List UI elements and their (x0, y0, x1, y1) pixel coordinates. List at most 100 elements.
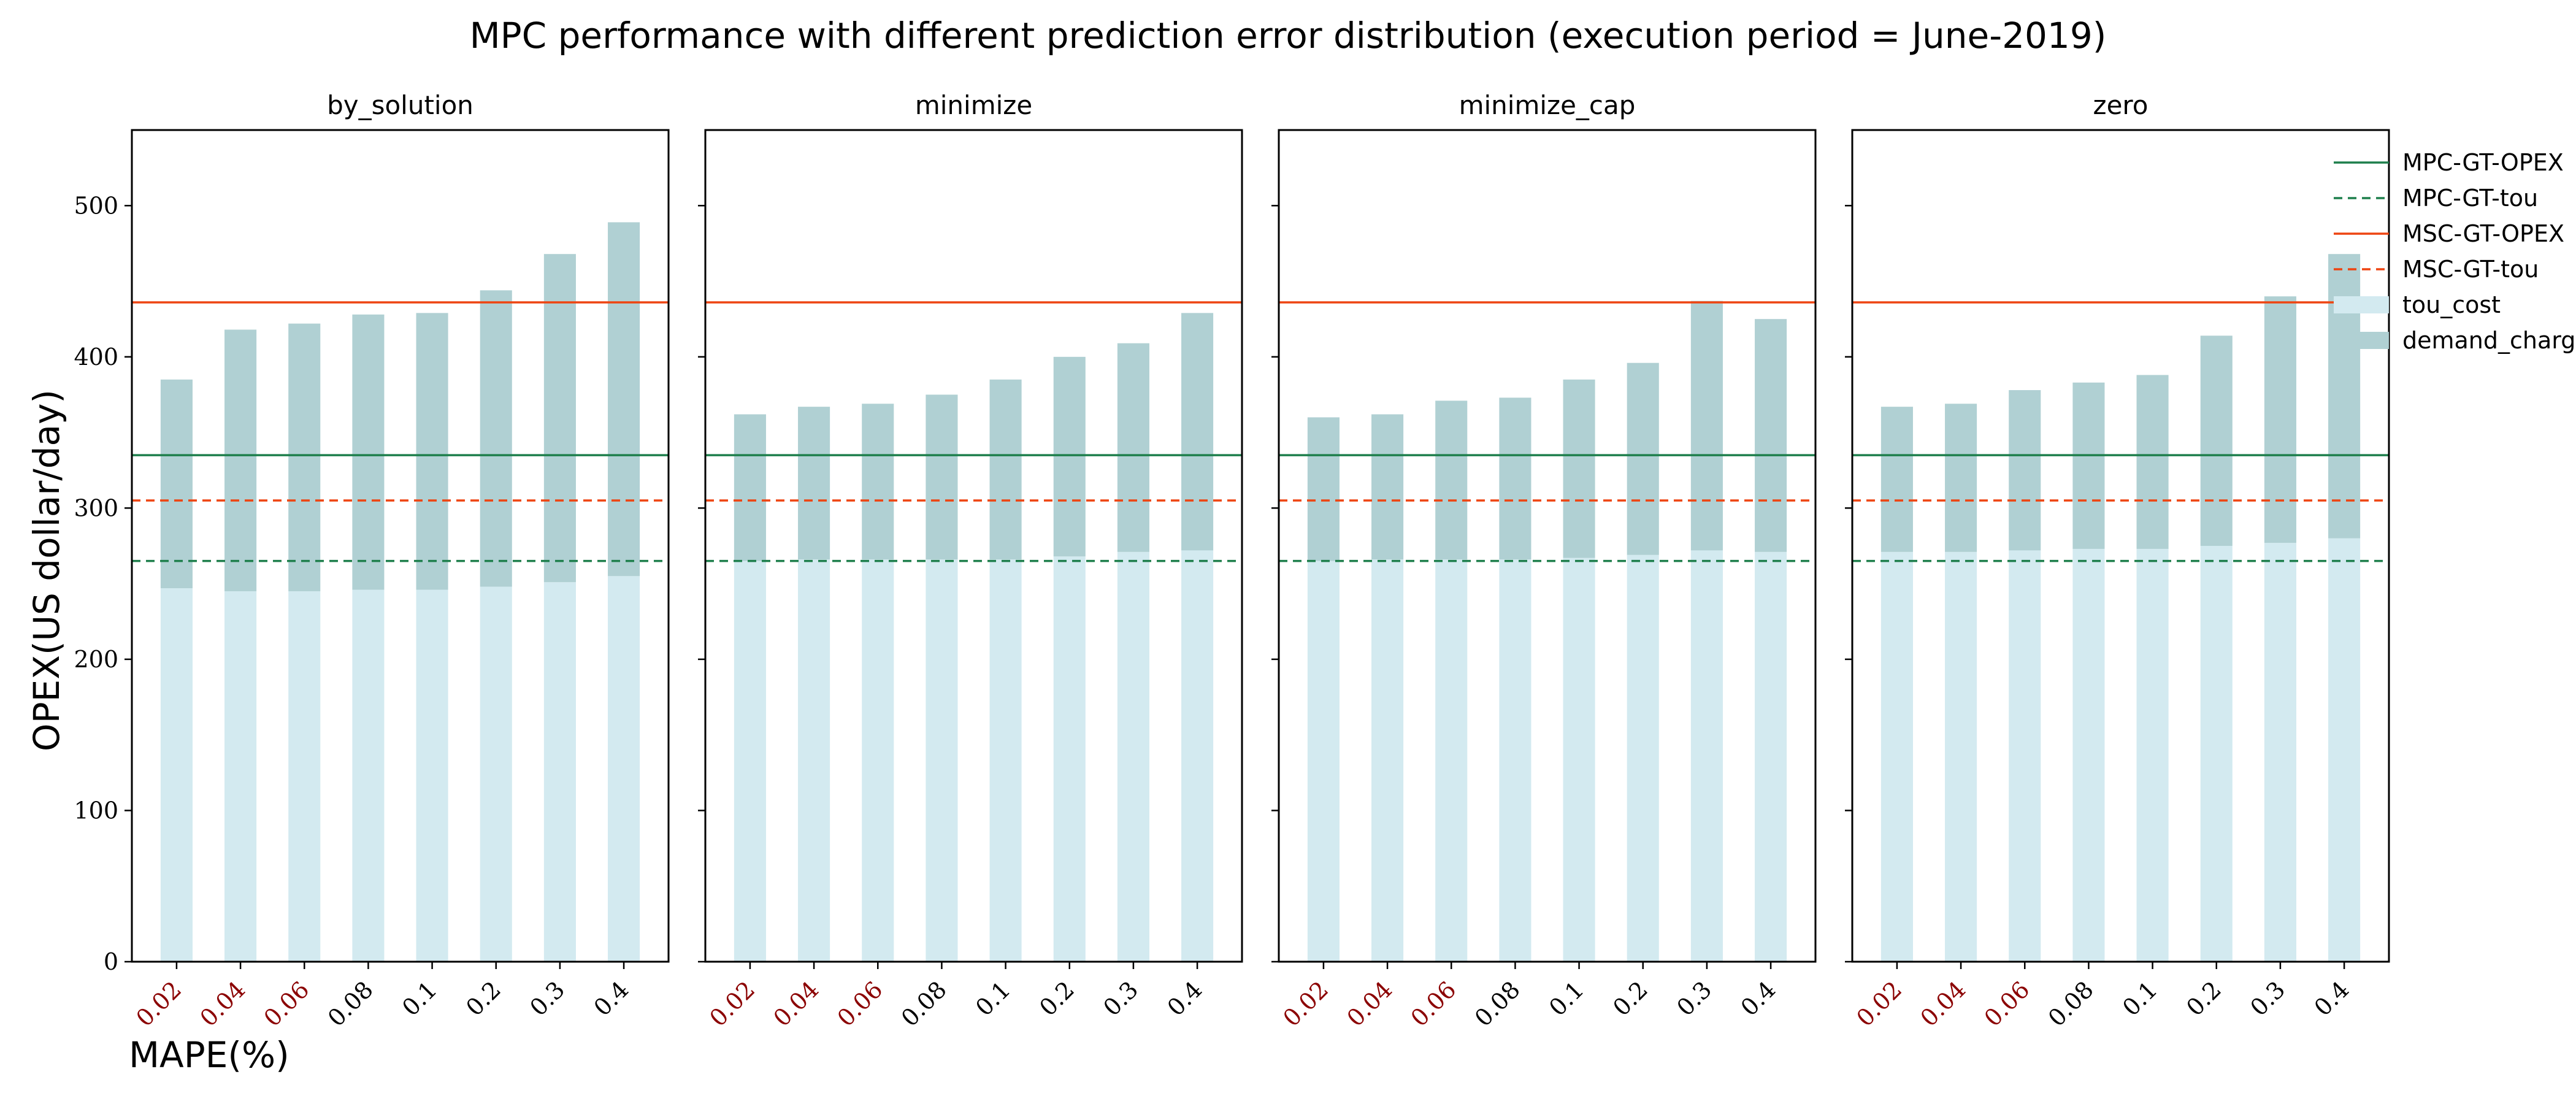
bar-tou-cost (2136, 548, 2169, 962)
y-tick-label: 200 (74, 646, 118, 673)
x-tick-label: 0.2 (1034, 976, 1079, 1021)
bar-tou-cost (2264, 543, 2296, 962)
bar-tou-cost (1371, 559, 1404, 962)
legend-swatch (2334, 332, 2389, 349)
y-tick-label: 400 (74, 343, 118, 370)
y-axis-label: OPEX(US dollar/day) (26, 389, 67, 751)
bar-demand-charge (2136, 375, 2169, 549)
x-tick-label: 0.3 (1671, 976, 1717, 1021)
bar-demand-charge (989, 379, 1022, 560)
bar-tou-cost (543, 582, 576, 962)
bar-demand-charge (2009, 390, 2041, 551)
panel-frame (1278, 129, 1817, 963)
bar-demand-charge (1945, 404, 1977, 552)
x-tick-label: 0.08 (1470, 976, 1525, 1032)
chart-legend: MPC-GT-OPEX MPC-GT-tou MSC-GT-OPEX MSC-GT-t… (2334, 149, 2576, 354)
bar-tou-cost (608, 576, 640, 962)
bar-demand-charge (1307, 417, 1340, 561)
legend-entry: demand_charge (2334, 327, 2576, 354)
panel-frame (704, 129, 1243, 963)
x-tick-label: 0.2 (2181, 976, 2226, 1021)
bar-tou-cost (1117, 551, 1149, 962)
bar-tou-cost (416, 589, 448, 962)
panel-title: minimize_cap (1459, 90, 1636, 120)
bar-tou-cost (224, 591, 257, 962)
x-tick-label: 0.1 (1544, 976, 1589, 1021)
legend-entry: MPC-GT-tou (2334, 185, 2538, 212)
y-tick-label: 300 (74, 494, 118, 521)
x-tick-label: 0.08 (323, 976, 378, 1032)
bar-demand-charge (2200, 335, 2233, 546)
x-tick-label: 0.4 (2309, 976, 2355, 1021)
panel-title: by_solution (327, 90, 473, 120)
x-tick-label: 0.3 (524, 976, 570, 1021)
bar-tou-cost (1627, 554, 1659, 962)
x-tick-label: 0.1 (970, 976, 1016, 1021)
bar-demand-charge (224, 329, 257, 591)
bar-tou-cost (2009, 550, 2041, 962)
panel-title: zero (2093, 90, 2149, 120)
bar-tou-cost (1755, 551, 1787, 962)
bar-tou-cost (1181, 550, 1214, 962)
bar-demand-charge (160, 379, 193, 589)
bar-demand-charge (862, 404, 894, 560)
bar-demand-charge (1627, 362, 1659, 555)
chart-panels: 0.02 0.04 0.06 0.08 0.1 0.2 0.3 0.4010020030040… (74, 90, 2390, 1032)
bar-tou-cost (352, 589, 385, 962)
legend-entry: MSC-GT-tou (2334, 256, 2539, 283)
bar-tou-cost (1563, 558, 1595, 962)
x-tick-label: 0.1 (397, 976, 442, 1021)
bar-demand-charge (926, 394, 958, 560)
y-tick-label: 0 (104, 948, 118, 975)
bar-tou-cost (798, 559, 830, 962)
bar-tou-cost (2328, 538, 2361, 962)
bar-tou-cost (1880, 551, 1913, 962)
x-tick-label: 0.4 (1162, 976, 1208, 1021)
bar-tou-cost (1435, 559, 1468, 962)
bar-tou-cost (2200, 546, 2233, 962)
x-tick-label: 0.1 (2117, 976, 2163, 1021)
bar-demand-charge (1435, 401, 1468, 560)
x-tick-label: 0.2 (1608, 976, 1653, 1021)
figure-title: MPC performance with different predictio… (470, 15, 2107, 56)
x-tick-label: 0.4 (1736, 976, 1781, 1021)
bar-demand-charge (1371, 414, 1404, 560)
legend-entry: MPC-GT-OPEX (2334, 149, 2564, 176)
legend-label: demand_charge (2402, 327, 2576, 354)
x-tick-label: 0.02 (1851, 976, 1907, 1032)
x-tick-label: 0.02 (704, 976, 760, 1032)
x-tick-label: 0.08 (896, 976, 952, 1032)
bar-demand-charge (1563, 379, 1595, 558)
x-tick-label: 0.02 (1278, 976, 1333, 1032)
panel-frame (1851, 129, 2390, 963)
x-tick-label: 0.06 (832, 976, 888, 1032)
legend-entry: MSC-GT-OPEX (2334, 220, 2564, 247)
bar-demand-charge (1880, 407, 1913, 552)
bar-demand-charge (734, 414, 766, 561)
legend-label: MSC-GT-tou (2402, 256, 2539, 283)
legend-swatch (2334, 296, 2389, 313)
legend-entry: tou_cost (2334, 291, 2501, 318)
x-tick-label: 0.06 (259, 976, 315, 1032)
x-tick-label: 0.04 (1342, 976, 1398, 1032)
bar-demand-charge (608, 222, 640, 577)
x-tick-label: 0.3 (1098, 976, 1143, 1021)
bar-demand-charge (352, 314, 385, 590)
bar-demand-charge (2072, 382, 2105, 549)
panel-1: 0.02 0.04 0.06 0.08 0.1 0.2 0.3 0.4 minimize (698, 90, 1243, 1032)
bar-tou-cost (1307, 561, 1340, 962)
x-tick-label: 0.02 (131, 976, 186, 1032)
bar-tou-cost (734, 561, 766, 962)
bar-demand-charge (416, 313, 448, 590)
x-tick-label: 0.06 (1406, 976, 1462, 1032)
bar-tou-cost (1053, 556, 1086, 962)
panel-frame (131, 129, 670, 963)
bar-demand-charge (1755, 319, 1787, 552)
x-tick-label: 0.3 (2245, 976, 2290, 1021)
x-tick-label: 0.04 (195, 976, 251, 1032)
x-tick-label: 0.04 (1915, 976, 1971, 1032)
y-tick-label: 500 (74, 192, 118, 219)
bar-demand-charge (288, 323, 321, 591)
y-tick-label: 100 (74, 797, 118, 824)
